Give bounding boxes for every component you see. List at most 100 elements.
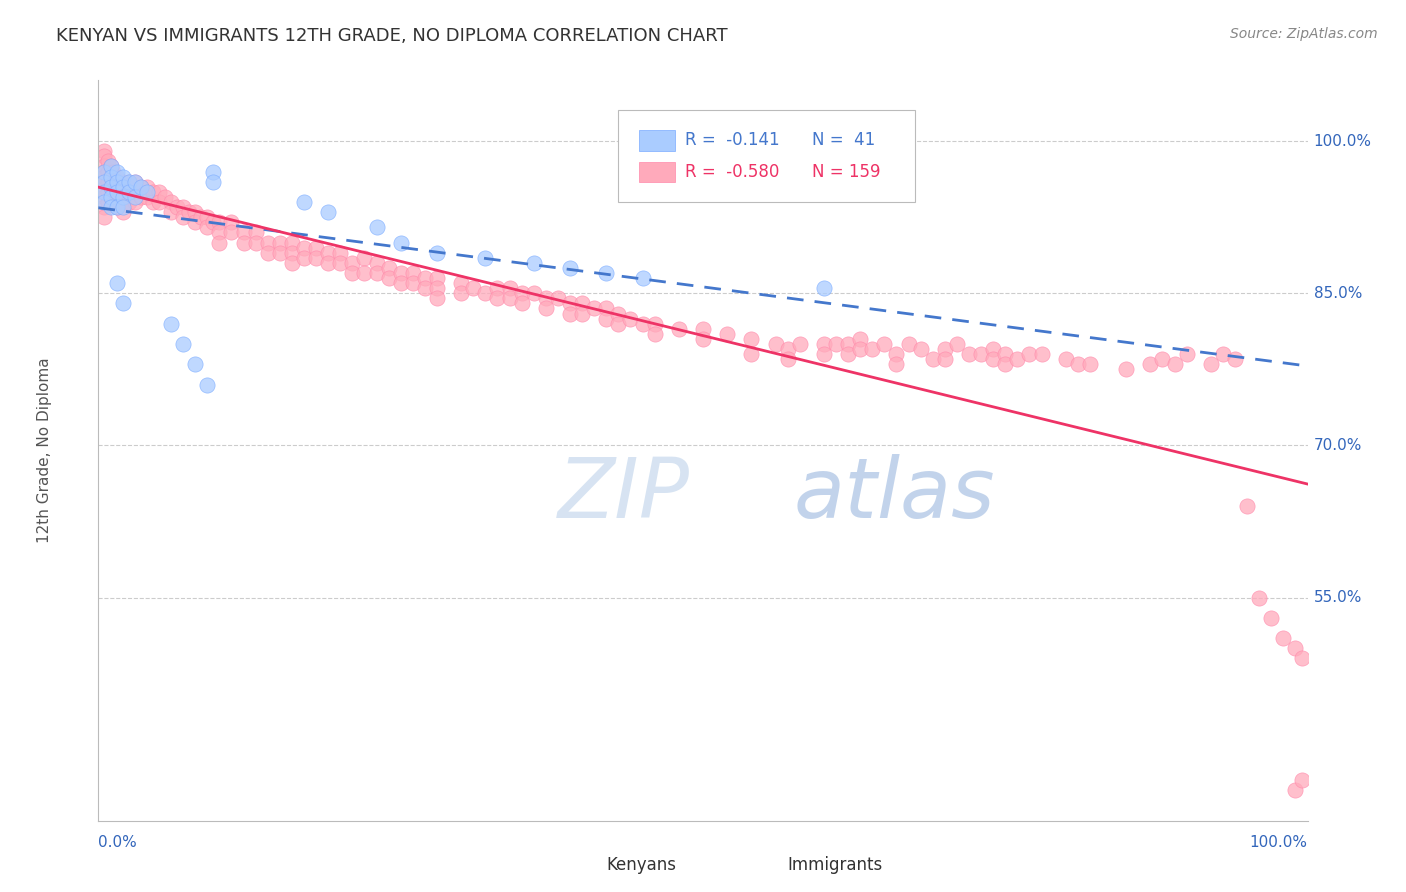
Text: 85.0%: 85.0%	[1313, 285, 1362, 301]
Point	[1236, 500, 1258, 514]
Point	[111, 190, 134, 204]
Point	[353, 266, 375, 280]
Point	[1291, 773, 1313, 788]
Text: R =  -0.141: R = -0.141	[685, 131, 779, 149]
Point	[837, 337, 859, 351]
Point	[849, 332, 872, 346]
Point	[1284, 783, 1306, 797]
Point	[377, 271, 399, 285]
Point	[256, 235, 278, 250]
Text: 70.0%: 70.0%	[1313, 438, 1362, 453]
Point	[101, 185, 124, 199]
Point	[202, 164, 225, 178]
Point	[316, 205, 339, 219]
Point	[837, 347, 859, 361]
Point	[142, 194, 165, 209]
Point	[97, 175, 120, 189]
Point	[426, 291, 449, 305]
Point	[1175, 347, 1198, 361]
FancyBboxPatch shape	[619, 110, 915, 202]
Point	[740, 347, 762, 361]
Point	[118, 185, 141, 199]
Point	[910, 342, 932, 356]
Point	[100, 179, 122, 194]
Point	[184, 205, 207, 219]
Point	[1115, 362, 1137, 376]
Point	[93, 194, 115, 209]
Point	[100, 169, 122, 184]
Text: atlas: atlas	[793, 454, 995, 535]
Point	[366, 256, 388, 270]
Point	[413, 281, 436, 295]
Point	[100, 160, 122, 174]
Point	[184, 357, 207, 371]
Point	[118, 185, 141, 199]
Point	[105, 190, 128, 204]
Point	[97, 185, 120, 199]
Point	[886, 347, 908, 361]
Point	[195, 377, 218, 392]
Point	[93, 200, 115, 214]
Point	[172, 337, 194, 351]
Point	[692, 332, 714, 346]
Point	[208, 226, 231, 240]
Point	[825, 337, 848, 351]
Point	[1260, 611, 1282, 625]
Point	[93, 145, 115, 159]
Point	[202, 175, 225, 189]
Point	[100, 169, 122, 184]
Point	[1199, 357, 1222, 371]
Point	[316, 256, 339, 270]
Point	[981, 342, 1004, 356]
Point	[93, 160, 115, 174]
Point	[93, 210, 115, 224]
Point	[921, 352, 943, 367]
Text: Kenyans: Kenyans	[606, 856, 676, 874]
Point	[776, 342, 799, 356]
Point	[100, 160, 122, 174]
Point	[426, 245, 449, 260]
Point	[813, 337, 835, 351]
Point	[849, 342, 872, 356]
Point	[571, 307, 593, 321]
Point	[305, 251, 328, 265]
Point	[450, 276, 472, 290]
Point	[97, 164, 120, 178]
Point	[124, 175, 146, 189]
Point	[135, 190, 157, 204]
Point	[329, 245, 352, 260]
Point	[474, 286, 496, 301]
Point	[166, 200, 188, 214]
Point	[135, 185, 157, 199]
Point	[195, 220, 218, 235]
Point	[108, 194, 131, 209]
Point	[292, 194, 315, 209]
Point	[93, 164, 115, 178]
Point	[813, 347, 835, 361]
Point	[558, 307, 581, 321]
Point	[195, 210, 218, 224]
Point	[100, 190, 122, 204]
Point	[93, 185, 115, 199]
Point	[873, 337, 896, 351]
Point	[474, 251, 496, 265]
Point	[934, 342, 956, 356]
Point	[534, 291, 557, 305]
Point	[93, 169, 115, 184]
Point	[129, 179, 152, 194]
Point	[184, 215, 207, 229]
Point	[523, 256, 546, 270]
Point	[377, 260, 399, 275]
Point	[342, 256, 364, 270]
Point	[813, 281, 835, 295]
Point	[160, 194, 183, 209]
Point	[547, 291, 569, 305]
Text: 55.0%: 55.0%	[1313, 590, 1362, 605]
Point	[105, 185, 128, 199]
Point	[105, 179, 128, 194]
Point	[402, 276, 425, 290]
Point	[510, 286, 533, 301]
Text: 0.0%: 0.0%	[98, 836, 138, 850]
Point	[366, 266, 388, 280]
Point	[558, 260, 581, 275]
